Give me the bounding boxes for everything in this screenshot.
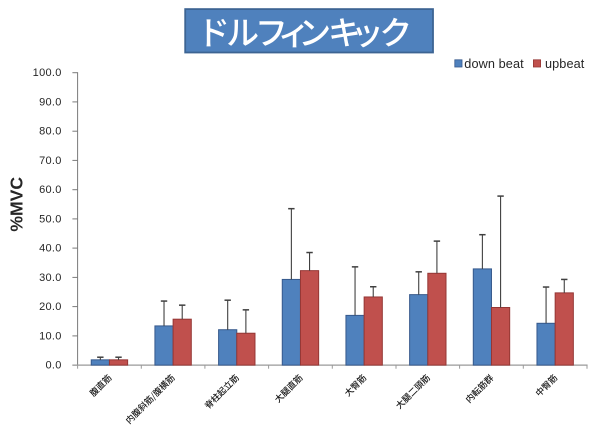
svg-text:80.0: 80.0 <box>39 126 62 138</box>
svg-text:100.0: 100.0 <box>33 67 62 79</box>
svg-text:30.0: 30.0 <box>39 272 62 284</box>
svg-text:upbeat: upbeat <box>545 57 585 71</box>
svg-text:60.0: 60.0 <box>39 184 62 196</box>
svg-text:90.0: 90.0 <box>39 96 62 108</box>
svg-text:20.0: 20.0 <box>39 301 62 313</box>
svg-text:70.0: 70.0 <box>39 155 62 167</box>
svg-text:down beat: down beat <box>464 57 524 71</box>
svg-text:%MVC: %MVC <box>6 177 26 232</box>
svg-text:0.0: 0.0 <box>45 360 61 372</box>
svg-text:40.0: 40.0 <box>39 243 62 255</box>
svg-text:50.0: 50.0 <box>39 213 62 225</box>
svg-text:10.0: 10.0 <box>39 330 62 342</box>
